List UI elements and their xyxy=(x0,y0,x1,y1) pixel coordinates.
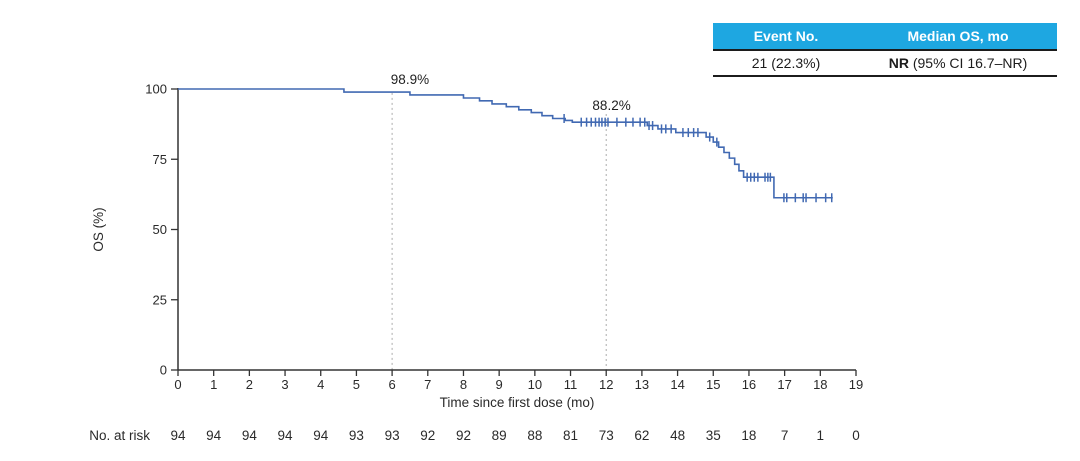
at-risk-value: 93 xyxy=(349,428,364,443)
summary-col-median-os: Median OS, mo xyxy=(907,28,1009,44)
x-tick-label: 7 xyxy=(424,377,431,392)
summary-table-header: Event No. Median OS, mo xyxy=(713,23,1057,51)
x-tick-label: 11 xyxy=(564,377,578,392)
at-risk-value: 81 xyxy=(563,428,578,443)
median-os-value: NR (95% CI 16.7–NR) xyxy=(859,51,1057,75)
at-risk-value: 48 xyxy=(670,428,685,443)
median-os-nr: NR xyxy=(888,55,909,71)
landmark-label: 98.9% xyxy=(391,72,429,87)
x-tick-label: 1 xyxy=(210,377,217,392)
x-tick-label: 3 xyxy=(281,377,288,392)
at-risk-value: 92 xyxy=(420,428,435,443)
at-risk-value: 93 xyxy=(385,428,400,443)
os-survival-curve xyxy=(178,88,833,199)
x-tick-label: 4 xyxy=(317,377,324,392)
at-risk-value: 62 xyxy=(634,428,649,443)
x-tick-label: 9 xyxy=(496,377,503,392)
y-tick-label: 0 xyxy=(160,363,167,378)
x-tick-label: 19 xyxy=(849,377,863,392)
at-risk-value: 89 xyxy=(492,428,507,443)
summary-table-row: 21 (22.3%) NR (95% CI 16.7–NR) xyxy=(713,51,1057,77)
median-os-ci: (95% CI 16.7–NR) xyxy=(908,55,1028,71)
at-risk-value: 1 xyxy=(817,428,825,443)
x-tick-label: 15 xyxy=(706,377,720,392)
at-risk-value: 0 xyxy=(852,428,860,443)
x-tick-label: 17 xyxy=(777,377,791,392)
x-tick-label: 14 xyxy=(670,377,684,392)
x-tick-label: 5 xyxy=(353,377,360,392)
at-risk-value: 94 xyxy=(206,428,222,443)
x-tick-label: 0 xyxy=(174,377,181,392)
y-tick-label: 25 xyxy=(153,292,167,307)
at-risk-value: 94 xyxy=(170,428,186,443)
x-tick-label: 18 xyxy=(813,377,827,392)
at-risk-value: 94 xyxy=(242,428,258,443)
at-risk-value: 94 xyxy=(278,428,294,443)
axis-titles: Time since first dose (mo) OS (%) xyxy=(91,207,594,410)
x-tick-label: 13 xyxy=(635,377,649,392)
y-tick-label: 50 xyxy=(153,222,167,237)
x-tick-label: 2 xyxy=(246,377,253,392)
km-curve xyxy=(178,88,833,203)
y-tick-label: 100 xyxy=(145,82,167,97)
at-risk-value: 73 xyxy=(599,428,614,443)
x-tick-label: 8 xyxy=(460,377,467,392)
x-tick-label: 16 xyxy=(742,377,756,392)
at-risk-value: 92 xyxy=(456,428,471,443)
x-tick-label: 12 xyxy=(599,377,613,392)
y-tick-label: 75 xyxy=(153,152,167,167)
at-risk-value: 94 xyxy=(313,428,329,443)
event-no-value: 21 (22.3%) xyxy=(751,55,821,71)
at-risk-value: 18 xyxy=(741,428,756,443)
at-risk-label: No. at risk xyxy=(89,428,150,443)
landmark-label: 88.2% xyxy=(592,98,630,113)
at-risk-row: No. at risk 94 94 94 94 94 93 93 92 92 89 88 81 73 62 4… xyxy=(89,428,860,443)
x-axis-title: Time since first dose (mo) xyxy=(440,395,595,410)
at-risk-value: 35 xyxy=(706,428,721,443)
reference-lines xyxy=(391,92,607,370)
x-tick-label: 6 xyxy=(388,377,395,392)
summary-col-event-no: Event No. xyxy=(753,28,819,44)
at-risk-value: 88 xyxy=(527,428,542,443)
at-risk-value: 7 xyxy=(781,428,789,443)
landmark-annotations: 98.9% 88.2% xyxy=(391,72,631,113)
os-summary-table: Event No. Median OS, mo 21 (22.3%) NR (9… xyxy=(713,23,1057,77)
y-axis-title: OS (%) xyxy=(91,207,106,251)
x-tick-label: 10 xyxy=(528,377,542,392)
